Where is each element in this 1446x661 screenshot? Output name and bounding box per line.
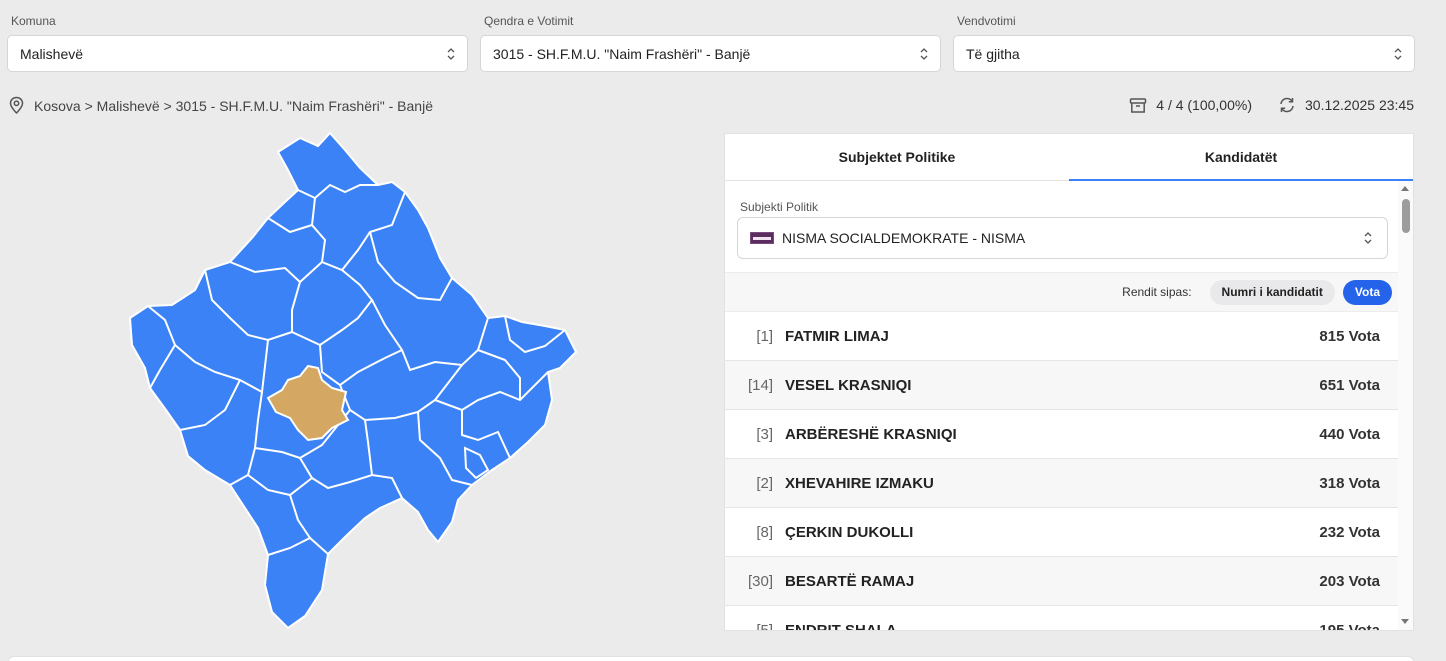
komuna-filter: Komuna Malishevë — [7, 14, 468, 72]
candidate-row[interactable]: [8] ÇERKIN DUKOLLI 232 Vota — [725, 508, 1400, 557]
results-tabs: Subjektet Politike Kandidatët — [725, 134, 1413, 181]
candidate-row[interactable]: [2] XHEVAHIRE IZMAKU 318 Vota — [725, 459, 1400, 508]
party-logo — [750, 232, 774, 244]
sort-by-votes-button[interactable]: Vota — [1342, 279, 1392, 305]
refresh-stat[interactable]: 30.12.2025 23:45 — [1278, 96, 1414, 114]
sort-by-number-button[interactable]: Numri i kandidatit — [1209, 279, 1335, 305]
candidate-name: VESEL KRASNIQI — [785, 376, 912, 394]
candidate-number: [30] — [747, 572, 773, 590]
bottom-card — [8, 656, 1414, 661]
updown-chevron-icon — [920, 47, 928, 60]
candidate-row[interactable]: [14] VESEL KRASNIQI 651 Vota — [725, 361, 1400, 410]
updown-chevron-icon — [447, 47, 455, 60]
candidate-name: ARBËRESHË KRASNIQI — [785, 425, 957, 443]
candidate-row[interactable]: [5] ENDRIT SHALA 195 Vota — [725, 606, 1400, 631]
candidate-votes: 815 Vota — [1319, 327, 1380, 345]
scroll-down-arrow-icon[interactable] — [1401, 619, 1409, 624]
candidate-row[interactable]: [3] ARBËRESHË KRASNIQI 440 Vota — [725, 410, 1400, 459]
candidate-name: FATMIR LIMAJ — [785, 327, 889, 345]
candidate-votes: 440 Vota — [1319, 425, 1380, 443]
scroll-up-arrow-icon[interactable] — [1401, 186, 1409, 191]
komuna-label: Komuna — [11, 14, 56, 28]
refresh-icon[interactable] — [1278, 96, 1296, 114]
candidate-row[interactable]: [30] BESARTË RAMAJ 203 Vota — [725, 557, 1400, 606]
sort-bar: Rendit sipas: Numri i kandidatit Vota — [725, 272, 1400, 312]
stations-count: 4 / 4 (100,00%) — [1156, 97, 1252, 113]
map-kosovo-outline[interactable] — [128, 131, 578, 630]
qendra-filter: Qendra e Votimit 3015 - SH.F.M.U. "Naim … — [480, 14, 941, 72]
last-updated: 30.12.2025 23:45 — [1305, 97, 1414, 113]
vendvotimi-filter: Vendvotimi Të gjitha — [953, 14, 1415, 72]
tab-kandidatet[interactable]: Kandidatët — [1069, 134, 1413, 181]
candidate-name: BESARTË RAMAJ — [785, 572, 915, 590]
qendra-label: Qendra e Votimit — [484, 14, 574, 28]
kosovo-map[interactable] — [120, 128, 590, 638]
komuna-select[interactable]: Malishevë — [7, 35, 468, 72]
candidate-votes: 195 Vota — [1319, 621, 1380, 631]
vendvotimi-value: Të gjitha — [966, 45, 1020, 62]
location-pin-icon — [9, 96, 24, 115]
updown-chevron-icon — [1364, 232, 1372, 244]
candidate-name: ÇERKIN DUKOLLI — [785, 523, 914, 541]
candidate-votes: 203 Vota — [1319, 572, 1380, 590]
subject-select[interactable]: NISMA SOCIALDEMOKRATE - NISMA — [737, 217, 1388, 259]
qendra-select[interactable]: 3015 - SH.F.M.U. "Naim Frashëri" - Banjë — [480, 35, 941, 72]
subject-label: Subjekti Politik — [740, 200, 819, 214]
breadcrumb: Kosova > Malishevë > 3015 - SH.F.M.U. "N… — [8, 96, 433, 115]
komuna-value: Malishevë — [20, 45, 84, 62]
subject-value: NISMA SOCIALDEMOKRATE - NISMA — [782, 230, 1026, 246]
candidate-row[interactable]: [1] FATMIR LIMAJ 815 Vota — [725, 312, 1400, 361]
candidate-votes: 651 Vota — [1319, 376, 1380, 394]
breadcrumb-text: Kosova > Malishevë > 3015 - SH.F.M.U. "N… — [34, 97, 433, 114]
candidate-name: ENDRIT SHALA — [785, 621, 897, 631]
stats-bar: 4 / 4 (100,00%) 30.12.2025 23:45 — [1129, 96, 1414, 114]
vendvotimi-select[interactable]: Të gjitha — [953, 35, 1415, 72]
candidate-number: [2] — [756, 474, 773, 492]
scrollbar-thumb[interactable] — [1402, 199, 1410, 233]
candidate-name: XHEVAHIRE IZMAKU — [785, 474, 934, 492]
candidate-number: [1] — [756, 327, 773, 345]
results-panel: Subjektet Politike Kandidatët Subjekti P… — [724, 133, 1414, 631]
candidate-number: [5] — [756, 621, 773, 631]
candidate-list: [1] FATMIR LIMAJ 815 Vota [14] VESEL KRA… — [725, 312, 1400, 630]
tab-subjektet-politike[interactable]: Subjektet Politike — [838, 149, 956, 165]
municipality-borders — [147, 183, 566, 556]
candidates-body: Subjekti Politik NISMA SOCIALDEMOKRATE -… — [725, 181, 1400, 630]
candidate-number: [8] — [756, 523, 773, 541]
candidate-number: [14] — [747, 376, 773, 394]
subject-select-content: NISMA SOCIALDEMOKRATE - NISMA — [750, 230, 1025, 246]
qendra-value: 3015 - SH.F.M.U. "Naim Frashëri" - Banjë — [493, 45, 751, 62]
candidate-number: [3] — [756, 425, 773, 443]
sort-label: Rendit sipas: — [1122, 285, 1192, 299]
map-malisheve-highlight[interactable] — [266, 364, 350, 442]
archive-box-icon — [1130, 97, 1147, 113]
updown-chevron-icon — [1394, 47, 1402, 60]
candidate-votes: 318 Vota — [1319, 474, 1380, 492]
stations-stat: 4 / 4 (100,00%) — [1129, 97, 1252, 114]
panel-scrollbar[interactable] — [1398, 181, 1413, 630]
vendvotimi-label: Vendvotimi — [957, 14, 1016, 28]
candidate-votes: 232 Vota — [1319, 523, 1380, 541]
